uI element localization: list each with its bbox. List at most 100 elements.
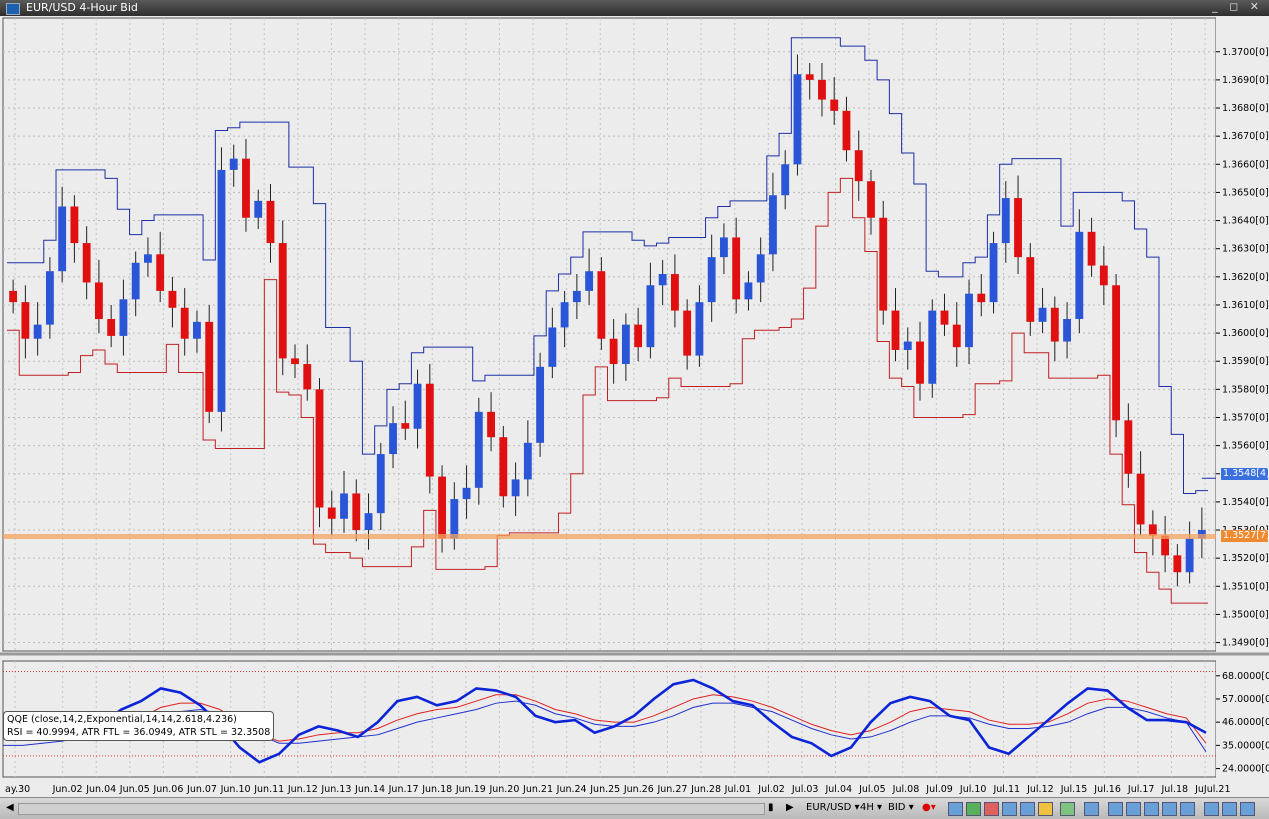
candle-body	[45, 271, 54, 325]
candle-body	[658, 274, 667, 286]
date-tick-label: Jul.17	[1127, 784, 1155, 795]
candle-body	[21, 302, 30, 339]
candle-body	[621, 324, 630, 365]
candle-body	[818, 79, 826, 100]
window-controls[interactable]: _ ◻ ✕	[1212, 0, 1263, 13]
date-tick-label: Jun.18	[421, 784, 452, 795]
candle-body	[1099, 265, 1108, 286]
folder-icon[interactable]	[1038, 802, 1053, 816]
date-tick-label: Jun.28	[690, 784, 721, 795]
candle-body	[180, 307, 189, 339]
atr-ftl-line	[3, 694, 1207, 744]
bar-chart-icon[interactable]	[984, 802, 999, 816]
candle-body	[977, 293, 986, 303]
price-chart[interactable]: 1.3700[0] 1.3690[0] 1.3680[0] 1.3670[0] 1.36…	[0, 16, 1269, 797]
date-tick-label: Jun.20	[488, 784, 519, 795]
date-tick-label: Jul.08	[892, 784, 920, 795]
bid-ask-selector[interactable]: BID ▾	[888, 802, 914, 813]
layout-icon[interactable]	[1204, 802, 1219, 816]
price-tick-label: 1.3520[0]	[1222, 553, 1269, 564]
date-tick-label: Jul.02	[757, 784, 785, 795]
date-tick-label: Jun.02	[52, 784, 83, 795]
indicators-icon[interactable]	[1002, 802, 1017, 816]
template-icon[interactable]	[1020, 802, 1035, 816]
date-tick-label: Jun.05	[119, 784, 150, 795]
price-pane	[2, 17, 1217, 652]
candle-body	[903, 341, 912, 350]
candle-body	[879, 217, 888, 311]
candle-body	[1087, 231, 1096, 266]
candle-body	[842, 110, 851, 151]
indicator-legend-title: QQE (close,14,2,Exponential,14,14,2.618,…	[7, 714, 237, 725]
scroll-chart-icon[interactable]	[1126, 802, 1141, 816]
price-tick-label: 1.3540[0]	[1222, 497, 1269, 508]
window-title: EUR/USD 4-Hour Bid	[26, 1, 138, 14]
candle-body	[107, 319, 116, 336]
candle-body	[769, 195, 777, 255]
date-tick-label: Jun.26	[623, 784, 654, 795]
color-picker-icon[interactable]: ●▾	[922, 802, 936, 813]
crosshair-icon[interactable]	[1084, 802, 1099, 816]
scroll-right-icon[interactable]: ▶	[786, 802, 794, 813]
candle-body	[168, 290, 177, 308]
candle-icon[interactable]	[966, 802, 981, 816]
candle-body	[1063, 319, 1071, 342]
chart-type-icon[interactable]	[948, 802, 963, 816]
candle-body	[536, 366, 545, 443]
candle-body	[1075, 231, 1084, 320]
candle-body	[1124, 420, 1133, 474]
date-tick-label: Jun.14	[354, 784, 385, 795]
date-tick-label: Jul.04	[824, 784, 852, 795]
timeframe-selector[interactable]: 4H ▾	[860, 802, 883, 813]
candle-body	[327, 507, 336, 519]
date-tick-label: Jun.27	[656, 784, 687, 795]
settings-icon[interactable]	[1240, 802, 1255, 816]
price-tick-label: 1.3630[0]	[1222, 244, 1269, 255]
candle-body	[450, 499, 459, 539]
candle-body	[364, 513, 373, 531]
date-tick-label: Jun.07	[186, 784, 217, 795]
candle-body	[1050, 307, 1059, 342]
search-icon[interactable]	[1180, 802, 1195, 816]
zoom-in-icon[interactable]	[1144, 802, 1159, 816]
horizontal-scrollbar[interactable]	[18, 803, 765, 815]
candle-body	[989, 243, 998, 303]
candle-body	[952, 324, 961, 348]
candle-body	[58, 206, 67, 272]
cursor-icon[interactable]	[1060, 802, 1075, 816]
candle-body	[695, 302, 704, 356]
candle-body	[254, 200, 263, 218]
date-tick-label: Jul.16	[1093, 784, 1121, 795]
date-tick-label: Jul.01	[724, 784, 752, 795]
candle-body	[891, 310, 900, 350]
candle-body	[781, 164, 790, 196]
candle-body	[744, 282, 753, 300]
candle-body	[205, 321, 214, 412]
candle-body	[217, 169, 226, 412]
candle-body	[242, 158, 250, 218]
zoom-icon[interactable]	[1108, 802, 1123, 816]
rsi-line	[2, 678, 1207, 764]
candle-body	[1185, 538, 1194, 573]
date-tick-label: Jul.05	[858, 784, 886, 795]
title-bar[interactable]: EUR/USD 4-Hour Bid _ ◻ ✕	[0, 0, 1269, 16]
scroll-left-icon[interactable]: ◀	[6, 802, 14, 813]
candle-body	[156, 254, 165, 291]
candle-body	[229, 158, 238, 170]
zoom-out-icon[interactable]	[1162, 802, 1177, 816]
scroll-thumb-icon[interactable]: ▮	[768, 802, 774, 813]
candle-body	[291, 358, 299, 365]
candle-body	[523, 442, 532, 480]
candle-body	[462, 487, 471, 500]
date-tick-label: Jun.17	[388, 784, 419, 795]
date-tick-label: Jun.06	[152, 784, 183, 795]
date-tick-label: Jun.10	[220, 784, 251, 795]
symbol-selector[interactable]: EUR/USD ▾	[806, 802, 860, 813]
candle-body	[756, 254, 765, 283]
tile-icon[interactable]	[1222, 802, 1237, 816]
price-tick-label: 1.3490[0]	[1222, 638, 1269, 649]
date-tick-label: Jul.10	[959, 784, 987, 795]
candle-body	[303, 364, 312, 390]
candle-body	[634, 324, 643, 348]
